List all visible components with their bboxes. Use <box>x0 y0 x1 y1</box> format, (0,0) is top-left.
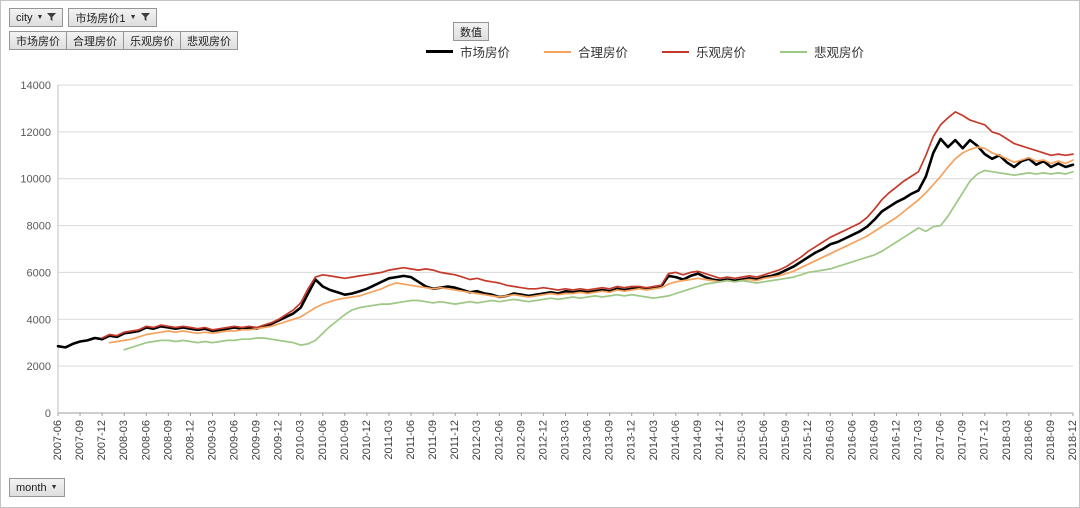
x-tick-label: 2014-12 <box>714 420 726 460</box>
x-tick-label: 2009-03 <box>206 420 218 460</box>
legend-line-swatch <box>780 50 808 53</box>
y-tick-label: 2000 <box>27 361 51 373</box>
field-button-optimistic-price[interactable]: 乐观房价 <box>123 31 181 50</box>
y-tick-label: 14000 <box>20 80 51 92</box>
filter-row: city ▼ 市场房价1 ▼ <box>9 8 157 27</box>
dropdown-caret-icon: ▼ <box>50 484 58 491</box>
x-tick-label: 2012-09 <box>515 420 527 460</box>
x-tick-label: 2012-06 <box>493 420 505 460</box>
x-tick-label: 2007-09 <box>74 420 86 460</box>
x-tick-label: 2013-06 <box>582 420 594 460</box>
y-tick-label: 10000 <box>20 174 51 186</box>
legend-item-reasonable-price: 合理房价 <box>543 42 628 61</box>
legend-label: 乐观房价 <box>696 46 747 60</box>
y-tick-label: 8000 <box>27 221 51 233</box>
x-tick-label: 2015-12 <box>802 420 814 460</box>
axis-field-button-month[interactable]: month ▼ <box>9 478 65 497</box>
legend-line-swatch <box>543 50 571 53</box>
x-tick-label: 2012-03 <box>471 420 483 460</box>
series-line-悲观房价 <box>123 169 1074 351</box>
field-button-label: 合理房价 <box>73 35 117 48</box>
axis-field-label: month <box>16 481 47 494</box>
x-tick-label: 2008-09 <box>162 420 174 460</box>
x-tick-label: 2007-06 <box>52 420 64 460</box>
x-tick-label: 2016-03 <box>824 420 836 460</box>
x-tick-label: 2008-12 <box>184 420 196 460</box>
x-tick-label: 2008-06 <box>140 420 152 460</box>
y-tick-label: 6000 <box>27 267 51 279</box>
field-button-reasonable-price[interactable]: 合理房价 <box>66 31 124 50</box>
x-tick-label: 2018-03 <box>1001 420 1013 460</box>
series-line-合理房价 <box>108 146 1074 344</box>
x-tick-label: 2017-06 <box>935 420 947 460</box>
series-field-buttons: 市场房价 合理房价 乐观房价 悲观房价 <box>9 31 238 50</box>
x-tick-label: 2009-12 <box>273 420 285 460</box>
chart-legend: 市场房价 合理房价 乐观房价 悲观房价 <box>106 42 1079 61</box>
x-tick-label: 2012-12 <box>537 420 549 460</box>
x-tick-label: 2010-03 <box>295 420 307 460</box>
filter-button-city-label: city <box>16 11 33 24</box>
dropdown-caret-icon: ▼ <box>129 14 137 21</box>
x-tick-label: 2009-09 <box>251 420 263 460</box>
y-tick-label: 12000 <box>20 127 51 139</box>
x-tick-label: 2010-06 <box>317 420 329 460</box>
x-tick-label: 2015-03 <box>736 420 748 460</box>
legend-label: 悲观房价 <box>814 46 865 60</box>
x-tick-label: 2016-09 <box>868 420 880 460</box>
x-tick-label: 2014-06 <box>670 420 682 460</box>
series-line-市场房价 <box>56 137 1075 349</box>
filter-button-market-price-1[interactable]: 市场房价1 ▼ <box>68 8 157 27</box>
legend-label: 市场房价 <box>459 46 510 60</box>
x-tick-label: 2017-03 <box>913 420 925 460</box>
dropdown-caret-icon: ▼ <box>36 14 44 21</box>
legend-line-swatch <box>425 50 453 53</box>
field-button-market-price[interactable]: 市场房价 <box>9 31 67 50</box>
x-tick-label: 2015-06 <box>758 420 770 460</box>
x-tick-label: 2010-12 <box>361 420 373 460</box>
x-tick-label: 2014-03 <box>648 420 660 460</box>
x-tick-label: 2010-09 <box>339 420 351 460</box>
x-tick-label: 2011-06 <box>405 420 417 460</box>
y-tick-label: 4000 <box>27 314 51 326</box>
filter-button-city[interactable]: city ▼ <box>9 8 64 27</box>
x-tick-label: 2009-06 <box>229 420 241 460</box>
x-tick-label: 2011-12 <box>449 420 461 460</box>
field-button-label: 市场房价 <box>16 35 60 48</box>
x-tick-label: 2013-12 <box>626 420 638 460</box>
x-tick-label: 2013-03 <box>560 420 572 460</box>
x-tick-label: 2015-09 <box>780 420 792 460</box>
x-tick-label: 2018-06 <box>1023 420 1035 460</box>
x-tick-label: 2014-09 <box>692 420 704 460</box>
values-field-label: 数值 <box>460 26 482 39</box>
x-tick-label: 2016-12 <box>890 420 902 460</box>
x-tick-label: 2011-09 <box>427 420 439 460</box>
x-tick-label: 2018-12 <box>1067 420 1079 460</box>
x-tick-label: 2013-09 <box>604 420 616 460</box>
field-button-pessimistic-price[interactable]: 悲观房价 <box>180 31 238 50</box>
legend-item-optimistic-price: 乐观房价 <box>662 42 746 61</box>
filter-funnel-icon <box>47 13 57 22</box>
filter-funnel-icon <box>140 13 150 22</box>
field-button-label: 悲观房价 <box>187 35 231 48</box>
values-field-button: 数值 <box>453 22 489 41</box>
filter-button-market-price-1-label: 市场房价1 <box>75 12 126 25</box>
x-tick-label: 2016-06 <box>846 420 858 460</box>
legend-line-swatch <box>662 50 689 53</box>
field-button-label: 乐观房价 <box>130 35 174 48</box>
x-tick-label: 2011-03 <box>383 420 395 460</box>
legend-item-pessimistic-price: 悲观房价 <box>780 42 864 61</box>
legend-label: 合理房价 <box>577 46 628 60</box>
legend-item-market-price: 市场房价 <box>425 42 510 61</box>
x-tick-label: 2008-03 <box>118 420 130 460</box>
x-tick-label: 2018-09 <box>1045 420 1057 460</box>
x-tick-label: 2017-09 <box>957 420 969 460</box>
line-chart: 0 2000 4000 6000 8000 10000 12000 14000 2007-06 2… <box>20 80 1079 460</box>
series-line-乐观房价 <box>101 111 1074 339</box>
x-tick-label: 2017-12 <box>979 420 991 460</box>
x-tick-label: 2007-12 <box>96 420 108 460</box>
y-tick-label: 0 <box>45 408 51 420</box>
